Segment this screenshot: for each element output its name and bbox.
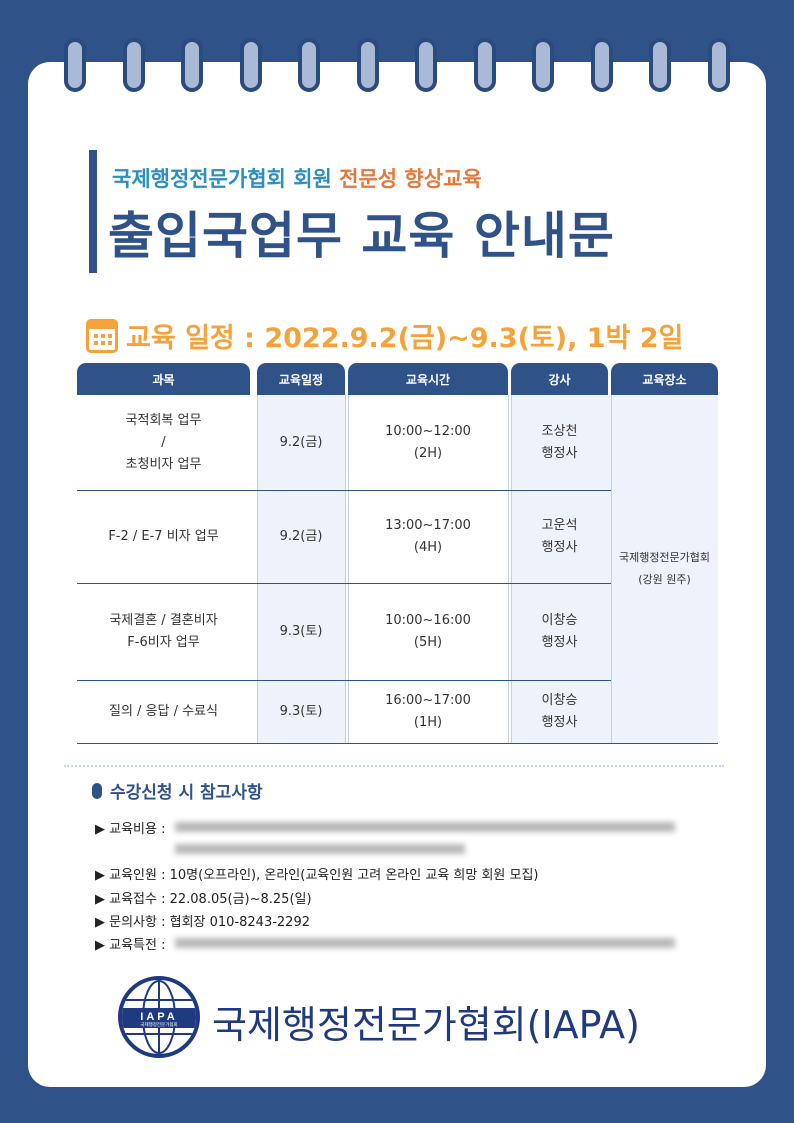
note-registration: ▶ 교육접수 : 22.08.05(금)~8.25(일) [95,892,312,907]
schedule-text: 교육 일정 : 2022.9.2(금)~9.3(토), 1박 2일 [126,323,684,354]
table-header: 교육시간 [348,363,508,395]
iapa-logo: IAPA 국제행정전문가협회 [118,976,200,1058]
cell-subject: 국적회복 업무 / 초청비자 업무 [125,412,202,472]
microphone-icon [92,782,102,799]
binding-ring [707,38,730,92]
cell-instructor: 고운석 행정사 [541,517,578,555]
binding-ring [473,38,496,92]
table-header: 강사 [511,363,608,395]
redacted-text [175,822,675,832]
binding-ring [415,38,437,92]
cell-date: 9.3(토) [279,703,323,719]
note-capacity: ▶ 교육인원 : 10명(오프라인), 온라인(교육인원 고려 온라인 교육 희… [95,868,539,883]
redacted-text [175,938,675,948]
notes-title: 수강신청 시 참고사항 [110,783,263,803]
calendar-icon [86,318,118,353]
note-cost: ▶ 교육비용 : [95,822,166,837]
binding-ring [122,38,145,92]
column-divider [508,395,509,743]
svg-text:IAPA: IAPA [140,1011,177,1023]
column-shade [257,395,345,743]
title-accent-bar [89,150,97,273]
column-shade [511,395,718,743]
subtitle-orange: 전문성 향상교육 [339,167,482,191]
redacted-text [175,844,465,854]
cell-subject: F-2 / E-7 비자 업무 [108,528,219,544]
cell-instructor: 이창승 행정사 [541,612,578,650]
binding-ring [181,38,203,92]
cell-time: 10:00~16:00 (5H) [385,612,471,650]
binding-ring [532,38,554,92]
binding-ring [649,38,671,92]
cell-time: 16:00~17:00 (1H) [385,692,471,730]
brand-name: 국제행정전문가협회(IAPA) [212,1003,640,1047]
svg-text:국제행정전문가협회: 국제행정전문가협회 [140,1021,177,1028]
column-divider [511,395,512,743]
cell-subject: 질의 / 응답 / 수료식 [108,703,218,719]
cell-date: 9.2(금) [279,528,323,544]
binding-ring [356,38,379,92]
schedule-heading: 교육 일정 : 2022.9.2(금)~9.3(토), 1박 2일 [86,316,683,355]
cell-time: 13:00~17:00 (4H) [385,517,471,555]
binding-ring [590,38,613,92]
cell-instructor: 조상천 행정사 [541,423,578,461]
cell-date: 9.3(토) [279,623,323,639]
page-title: 출입국업무 교육 안내문 [108,207,615,265]
column-divider [611,395,612,743]
notes-heading: 수강신청 시 참고사항 [92,778,263,803]
cell-subject: 국제결혼 / 결혼비자 F-6비자 업무 [109,612,218,650]
column-divider [348,395,349,743]
note-benefit: ▶ 교육특전 : [95,938,166,953]
divider [64,765,724,767]
column-divider [257,395,258,743]
cell-date: 9.2(금) [279,434,323,450]
table-header: 교육일정 [257,363,345,395]
row-divider [77,743,718,744]
binding-ring [298,38,320,92]
binding-ring [64,38,86,92]
row-divider [77,490,611,491]
cell-instructor: 이창승 행정사 [541,692,578,730]
row-divider [77,680,611,681]
column-divider [345,395,346,743]
binding-ring [239,38,262,92]
subtitle-blue: 국제행정전문가협회 회원 [112,167,332,191]
table-header: 교육장소 [611,363,718,395]
subtitle: 국제행정전문가협회 회원 전문성 향상교육 [112,163,482,193]
cell-place: 국제행정전문가협회 (강원 원주) [618,551,711,586]
row-divider [77,583,611,584]
cell-time: 10:00~12:00 (2H) [385,423,471,461]
note-contact: ▶ 문의사항 : 협회장 010-8243-2292 [95,915,310,930]
table-header: 과목 [77,363,250,395]
